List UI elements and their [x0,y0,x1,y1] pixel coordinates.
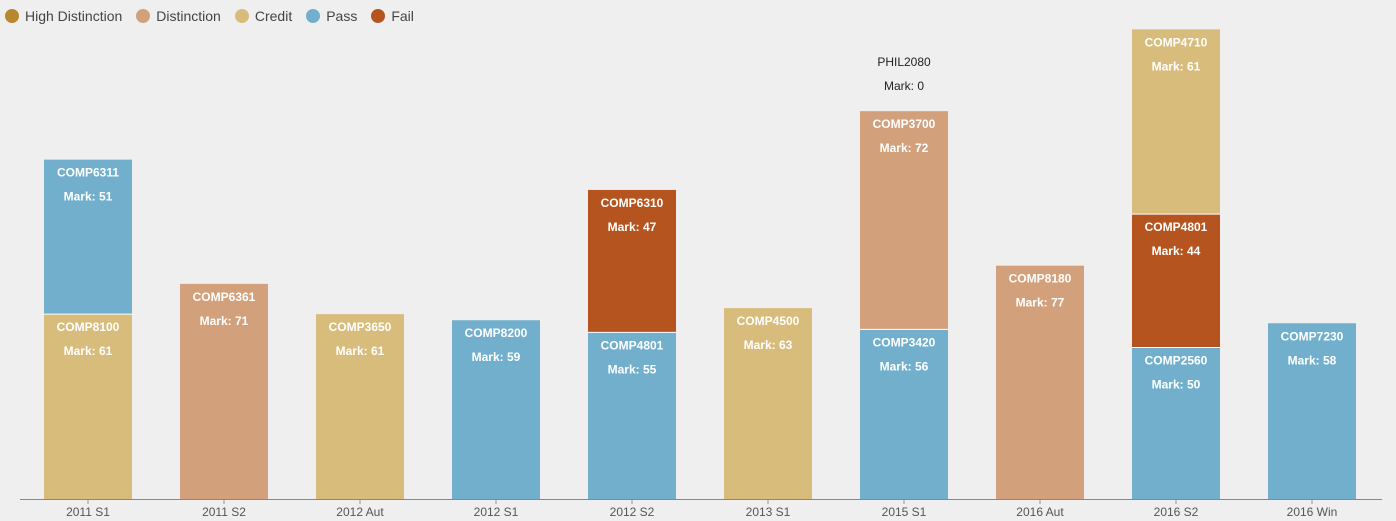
data-label-course: COMP2560 [1145,354,1208,368]
legend-item-pass[interactable]: Pass [306,8,357,24]
bar-segment[interactable] [724,308,812,499]
data-label-course: COMP3700 [873,117,936,131]
data-label-mark: Mark: 0 [884,79,924,93]
data-label-course: PHIL2080 [877,55,931,69]
data-label-mark: Mark: 61 [1152,59,1201,73]
legend-label: Pass [326,8,358,24]
data-label-course: COMP4710 [1145,35,1208,49]
bar-segment[interactable] [1268,323,1356,499]
legend-label: Credit [254,8,293,24]
data-label-course: COMP4801 [1145,220,1208,234]
data-label-course: COMP6310 [601,196,664,210]
data-label-mark: Mark: 50 [1152,378,1201,392]
x-tick-label: 2013 S1 [746,505,791,519]
legend-item-fail[interactable]: Fail [371,8,414,24]
data-label-course: COMP6311 [57,166,119,180]
data-label-course: COMP8200 [465,326,528,340]
legend-item-high-distinction[interactable]: High Distinction [5,8,122,24]
data-label-mark: Mark: 61 [336,344,385,358]
x-tick-label: 2011 S1 [66,505,110,519]
data-label-course: COMP6361 [193,290,256,304]
bar-segment[interactable] [588,332,676,499]
bar-segment[interactable] [44,159,132,315]
legend-item-credit[interactable]: Credit [234,8,293,24]
x-tick-label: 2016 S2 [1154,505,1199,519]
data-label-mark: Mark: 58 [1288,353,1337,367]
x-tick-label: 2012 Aut [336,505,384,519]
data-label-course: COMP3420 [873,335,936,349]
data-label-mark: Mark: 56 [880,359,929,373]
legend-swatch [306,9,321,23]
data-label-mark: Mark: 59 [472,350,521,364]
data-label-mark: Mark: 71 [200,314,249,328]
bar-segment[interactable] [996,265,1084,499]
bar-segment[interactable] [860,329,948,499]
data-label-course: COMP8180 [1009,272,1072,286]
x-tick-label: 2011 S2 [202,505,246,519]
bar-segment[interactable] [860,111,948,330]
data-label-mark: Mark: 55 [608,362,657,376]
data-label-mark: Mark: 61 [64,344,113,358]
data-label-course: COMP7230 [1281,329,1344,343]
bar-segment[interactable] [180,283,268,499]
legend-swatch [371,9,386,23]
x-tick-label: 2016 Aut [1016,505,1064,519]
data-label-mark: Mark: 47 [608,220,657,234]
legend-swatch [234,9,249,23]
data-label-mark: Mark: 44 [1152,244,1201,258]
data-label-course: COMP8100 [57,320,120,334]
x-tick-label: 2012 S2 [610,505,655,519]
data-label-mark: Mark: 63 [744,338,793,352]
legend-item-distinction[interactable]: Distinction [136,8,221,24]
bar-segment[interactable] [316,314,404,499]
legend-label: Fail [391,8,414,24]
data-label-mark: Mark: 51 [64,190,113,204]
bar-segment[interactable] [588,189,676,333]
legend: High Distinction Distinction Credit Pass Fai… [5,5,428,27]
labels-layer: COMP8100 Mark: 61 COMP6311 Mark: 51 COMP6361… [57,35,1344,391]
bar-segment[interactable] [1132,29,1220,215]
data-label-course: COMP4500 [737,314,800,328]
legend-label: High Distinction [25,8,123,24]
x-tick-label: 2015 S1 [882,505,927,519]
x-tick-label: 2012 S1 [474,505,519,519]
data-label-mark: Mark: 72 [880,141,929,155]
legend-swatch [5,9,19,23]
bars-layer [44,29,1356,499]
bar-segment[interactable] [1132,214,1220,348]
x-axis: 2011 S1 2011 S2 2012 Aut 2012 S1 2012 S2 2013… [20,499,1382,519]
x-tick-label: 2016 Win [1287,505,1338,519]
data-label-mark: Mark: 77 [1016,296,1065,310]
data-label-course: COMP4801 [601,338,664,352]
legend-swatch [136,9,151,23]
bar-segment[interactable] [452,320,540,499]
bar-segment[interactable] [1132,347,1220,500]
data-label-course: COMP3650 [329,320,392,334]
legend-label: Distinction [156,8,221,24]
bar-segment[interactable] [44,314,132,499]
